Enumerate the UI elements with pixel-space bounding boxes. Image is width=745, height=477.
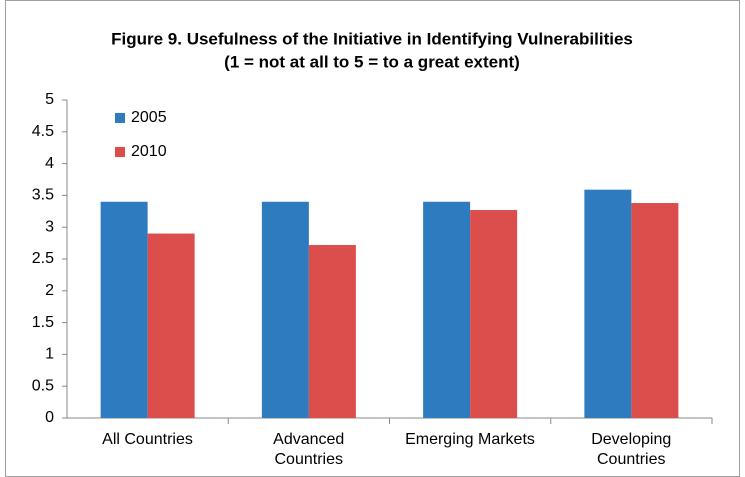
y-tick-label: 1 (45, 346, 54, 363)
x-tick-label: Developing Countries (591, 431, 672, 468)
chart-subtitle: (1 = not at all to 5 = to a great extent… (224, 52, 520, 71)
bar (631, 203, 679, 418)
legend-swatch (115, 113, 125, 123)
y-tick-label: 0 (45, 409, 54, 426)
y-tick-label: 0.5 (32, 377, 54, 394)
y-tick-label: 2 (45, 282, 54, 299)
y-tick-label: 4.5 (32, 123, 54, 140)
y-tick-label: 1.5 (32, 314, 54, 331)
bar (100, 201, 148, 418)
y-tick-label: 2.5 (32, 250, 54, 267)
x-tick-label: All Countries (102, 431, 193, 448)
y-tick-label: 3.5 (32, 187, 54, 204)
x-tick-label: Emerging Markets (405, 431, 535, 448)
bar (261, 201, 309, 418)
bar (308, 245, 356, 418)
bar (423, 201, 471, 418)
y-tick-label: 4 (45, 155, 54, 172)
x-tick-label: Advanced Countries (273, 431, 345, 468)
legend-label: 2010 (131, 143, 167, 160)
bar (147, 233, 195, 418)
chart-title: Figure 9. Usefulness of the Initiative i… (111, 29, 633, 48)
y-tick-label: 5 (45, 91, 54, 108)
bar (584, 189, 632, 418)
y-tick-label: 3 (45, 218, 54, 235)
legend-label: 2005 (131, 109, 167, 126)
bar (470, 210, 518, 418)
legend-swatch (115, 147, 125, 157)
